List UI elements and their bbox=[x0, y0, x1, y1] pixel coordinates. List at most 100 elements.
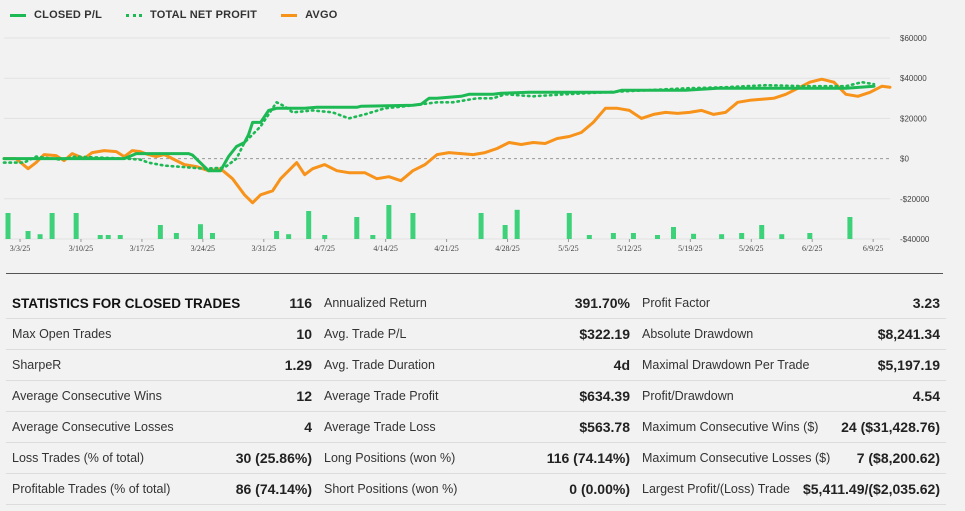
stat-label: Average Trade Loss bbox=[324, 420, 436, 434]
legend-label-avgo: AVGO bbox=[305, 9, 338, 21]
y-tick-label-4: -$20000 bbox=[900, 195, 930, 204]
stat-value: 116 (74.14%) bbox=[546, 450, 630, 466]
stat-value: 116 bbox=[289, 295, 312, 311]
volume-bar-24 bbox=[586, 235, 592, 239]
volume-bar-30 bbox=[719, 234, 725, 239]
y-tick-label-3: $0 bbox=[900, 155, 909, 164]
x-tick-label-14: 6/9/25 bbox=[863, 244, 883, 253]
stat-label: Loss Trades (% of total) bbox=[12, 451, 145, 465]
stats-header-label: STATISTICS FOR CLOSED TRADES bbox=[12, 295, 241, 311]
y-tick-label-2: $20000 bbox=[900, 114, 927, 123]
x-tick-label-13: 6/2/25 bbox=[802, 244, 822, 253]
volume-bar-25 bbox=[610, 233, 616, 239]
volume-bar-13 bbox=[286, 234, 292, 239]
stat-label: Maximum Consecutive Wins ($) bbox=[642, 420, 819, 434]
stat-cell: Maximal Drawdown Per Trade $5,197.19 bbox=[636, 350, 946, 381]
volume-bar-17 bbox=[370, 235, 376, 239]
legend-item-avgo[interactable]: AVGO bbox=[281, 9, 337, 21]
x-tick-label-0: 3/3/25 bbox=[10, 244, 30, 253]
volume-bar-6 bbox=[105, 235, 111, 239]
stat-value: $322.19 bbox=[579, 326, 630, 342]
total-net-profit-line bbox=[2, 80, 876, 170]
x-tick-label-1: 3/10/25 bbox=[69, 244, 93, 253]
volume-bar-19 bbox=[410, 213, 416, 239]
stat-label: Average Consecutive Wins bbox=[12, 389, 162, 403]
volume-bar-8 bbox=[157, 225, 163, 239]
volume-bar-26 bbox=[630, 233, 636, 239]
stat-label: Largest Profit/(Loss) Trade bbox=[642, 482, 790, 496]
stats-row: STATISTICS FOR CLOSED TRADES 116 Annualize… bbox=[6, 288, 946, 319]
stat-value: 3.23 bbox=[912, 295, 940, 311]
pl-chart: $60000 $40000 $20000 $0 -$20000 -$40000 3/3/25… bbox=[2, 34, 930, 253]
legend-item-closed-pl[interactable]: CLOSED P/L bbox=[10, 9, 102, 21]
stat-label: Average Trade Profit bbox=[324, 389, 439, 403]
avgo-swatch bbox=[281, 13, 298, 17]
volume-bar-27 bbox=[654, 235, 660, 239]
stat-cell: Average Trade Profit $634.39 bbox=[318, 381, 636, 412]
stat-label: Maximum Consecutive Losses ($) bbox=[642, 451, 831, 465]
stat-label: Annualized Return bbox=[324, 296, 427, 310]
stats-row: SharpeR 1.29 Avg. Trade Duration 4d Maximal … bbox=[6, 350, 946, 381]
stat-label: Maximal Drawdown Per Trade bbox=[642, 358, 810, 372]
volume-bar-5 bbox=[97, 235, 103, 239]
stat-value: 0 (0.00%) bbox=[569, 481, 630, 497]
stat-cell: Profit Factor 3.23 bbox=[636, 288, 946, 319]
volume-bar-20 bbox=[478, 213, 484, 239]
volume-bar-35 bbox=[847, 217, 853, 239]
stats-row: Loss Trades (% of total) 30 (25.86%) Long … bbox=[6, 443, 946, 474]
avgo-line bbox=[2, 77, 892, 205]
stat-label: Short Positions (won %) bbox=[324, 482, 458, 496]
volume-bar-28 bbox=[671, 227, 677, 239]
x-tick-label-7: 4/21/25 bbox=[434, 244, 458, 253]
volume-bar-23 bbox=[566, 213, 572, 239]
stat-label: Profit Factor bbox=[642, 296, 711, 310]
stat-label: Avg. Trade Duration bbox=[324, 358, 435, 372]
stats-row: Profitable Trades (% of total) 86 (74.14%… bbox=[6, 474, 946, 505]
stat-cell: Profitable Trades (% of total) 86 (74.14%… bbox=[6, 474, 318, 505]
volume-bar-29 bbox=[691, 233, 697, 239]
x-tick-label-3: 3/24/25 bbox=[191, 244, 215, 253]
stat-cell: Max Open Trades 10 bbox=[6, 319, 318, 350]
volume-bar-10 bbox=[197, 224, 203, 239]
stat-cell: Absolute Drawdown $8,241.34 bbox=[636, 319, 946, 350]
y-tick-label-1: $40000 bbox=[900, 74, 927, 83]
volume-bar-0 bbox=[5, 213, 11, 239]
stat-value: $8,241.34 bbox=[877, 326, 940, 342]
volume-bar-15 bbox=[322, 235, 328, 239]
volume-bar-12 bbox=[274, 231, 280, 239]
stat-cell: Maximum Consecutive Losses ($) 7 ($8,200.… bbox=[636, 443, 946, 474]
stat-label: SharpeR bbox=[12, 358, 62, 372]
legend-item-total-net-profit[interactable]: TOTAL NET PROFIT bbox=[126, 9, 257, 21]
stats-row: Average Consecutive Losses 4 Average Trade… bbox=[6, 412, 946, 443]
stat-value: 4 bbox=[304, 419, 312, 435]
stat-label: Profit/Drawdown bbox=[642, 389, 734, 403]
stats-row: Max Open Trades 10 Avg. Trade P/L $322.19 Ab… bbox=[6, 319, 946, 350]
closed-pl-swatch bbox=[10, 13, 26, 17]
stat-value: $5,197.19 bbox=[877, 357, 940, 373]
stat-value: 24 ($31,428.76) bbox=[841, 419, 940, 435]
stat-cell: Loss Trades (% of total) 30 (25.86%) bbox=[6, 443, 318, 474]
volume-bar-21 bbox=[502, 225, 508, 239]
stat-label: Absolute Drawdown bbox=[642, 327, 754, 341]
stat-cell: STATISTICS FOR CLOSED TRADES 116 bbox=[6, 288, 318, 319]
volume-bar-3 bbox=[49, 213, 55, 239]
stat-value: $5,411.49/($2,035.62) bbox=[802, 481, 940, 497]
volume-bar-22 bbox=[514, 209, 520, 239]
stat-cell: Avg. Trade P/L $322.19 bbox=[318, 319, 636, 350]
stat-cell: SharpeR 1.29 bbox=[6, 350, 318, 381]
stat-value: 391.70% bbox=[574, 295, 630, 311]
stat-value: 86 (74.14%) bbox=[235, 481, 312, 497]
x-tick-label-4: 3/31/25 bbox=[252, 244, 276, 253]
y-tick-label-5: -$40000 bbox=[900, 235, 930, 244]
closed-pl-line bbox=[2, 84, 876, 173]
volume-bar-9 bbox=[173, 233, 179, 239]
stat-cell: Long Positions (won %) 116 (74.14%) bbox=[318, 443, 636, 474]
stat-cell: Maximum Consecutive Wins ($) 24 ($31,428.… bbox=[636, 412, 946, 443]
volume-bar-33 bbox=[779, 234, 785, 239]
x-tick-label-9: 5/5/25 bbox=[558, 244, 578, 253]
stats-row: Average Consecutive Wins 12 Average Trade … bbox=[6, 381, 946, 412]
x-tick-label-8: 4/28/25 bbox=[495, 244, 519, 253]
x-tick-label-6: 4/14/25 bbox=[373, 244, 397, 253]
stat-value: 1.29 bbox=[284, 357, 312, 373]
stat-value: 4.54 bbox=[912, 388, 940, 404]
